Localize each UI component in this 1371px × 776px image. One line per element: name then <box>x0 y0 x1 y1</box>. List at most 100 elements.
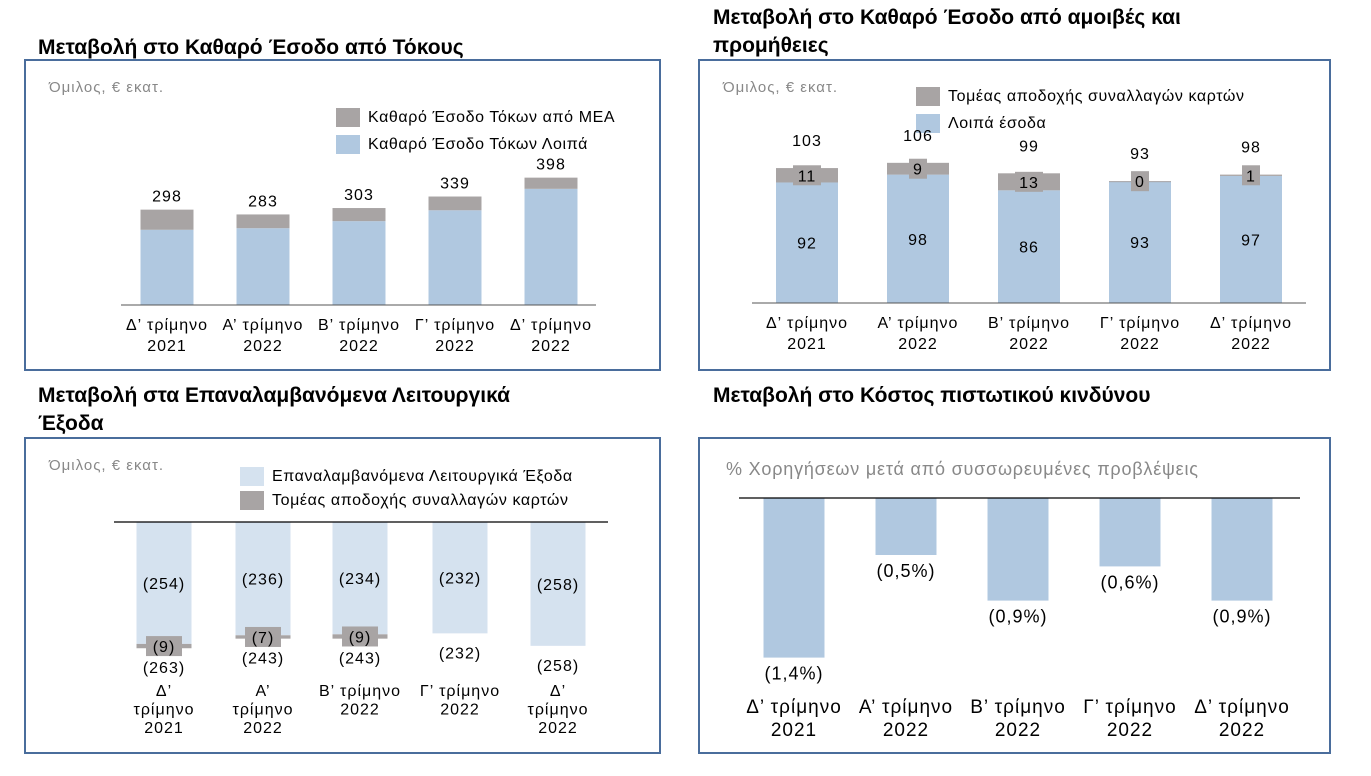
chart2-card-value-1: 11 <box>798 168 817 185</box>
chart4-x-tick-2-line-1: Α’ τρίμηνο <box>859 697 953 718</box>
chart1-x-tick-3-line-2: 2022 <box>339 338 379 355</box>
chart1-x-tick-3-line-1: Β’ τρίμηνο <box>318 317 400 334</box>
chart2-bar-other-5 <box>1220 175 1282 303</box>
chart3-panel: Όμιλος, € εκατ. Επαναλαμβανόμενα Λειτουργ… <box>24 437 661 754</box>
chart3-card-value-bg-1 <box>146 636 182 657</box>
chart4-bar-2 <box>875 498 937 555</box>
chart3-total-label-2: (243) <box>242 651 284 668</box>
chart1-bar-mea-2 <box>236 214 290 229</box>
chart3-bar-opex-3 <box>332 522 388 635</box>
chart2-bar-other-4 <box>1109 181 1171 303</box>
chart1-bar-mea-1 <box>140 209 194 230</box>
chart3-x-tick-1-line-3: 2021 <box>144 720 184 737</box>
chart3-x-tick-1-line-2: τρίμηνο <box>134 702 195 719</box>
chart3-opex-value-5: (258) <box>537 577 579 594</box>
chart1-x-tick-2-line-2: 2022 <box>243 338 283 355</box>
chart2-svg: Όμιλος, € εκατ. Τομέας αποδοχής συναλλαγώ… <box>722 79 1306 353</box>
chart2-x-tick-5-line-2: 2022 <box>1231 336 1271 353</box>
chart3-card-value-bg-2 <box>245 626 281 647</box>
chart2-legend-label-2: Λοιπά έσοδα <box>948 115 1046 132</box>
chart1-total-label-5: 398 <box>536 157 566 174</box>
chart1-bar-mea-5 <box>524 177 578 189</box>
chart3-bar-opex-4 <box>432 522 488 634</box>
chart1-bar-other-1 <box>140 229 194 305</box>
chart1-subtitle: Όμιλος, € εκατ. <box>48 79 164 96</box>
chart1-bar-mea-3 <box>332 208 386 222</box>
chart3-x-tick-3-line-2: 2022 <box>340 702 380 719</box>
chart2-card-value-2: 9 <box>913 162 923 179</box>
chart1-x-tick-2-line-1: Α’ τρίμηνο <box>223 317 304 334</box>
chart2-card-value-3: 13 <box>1019 175 1039 192</box>
chart4-x-tick-1-line-1: Δ’ τρίμηνο <box>746 697 842 718</box>
chart3-x-tick-2-line-3: 2022 <box>243 720 283 737</box>
chart2-bar-other-2 <box>887 174 949 303</box>
chart3-legend-swatch-1 <box>240 467 264 486</box>
chart3-x-tick-2-line-2: τρίμηνο <box>233 702 294 719</box>
chart4-x-tick-3-line-1: Β’ τρίμηνο <box>970 697 1066 718</box>
chart1-legend-label-2: Καθαρό Έσοδο Τόκων Λοιπά <box>368 136 588 153</box>
chart3-opex-value-3: (234) <box>339 571 381 588</box>
chart1-x-tick-1-line-1: Δ’ τρίμηνο <box>126 317 208 334</box>
chart2-bar-other-3 <box>998 190 1060 303</box>
chart3-x-tick-4-line-2: 2022 <box>440 702 480 719</box>
chart3-total-label-1: (263) <box>143 660 185 677</box>
chart1-bar-other-3 <box>332 221 386 305</box>
chart3-x-tick-4-line-1: Γ’ τρίμηνο <box>420 683 500 700</box>
chart1-total-label-1: 298 <box>152 189 182 206</box>
chart3-card-value-3: (9) <box>349 629 372 646</box>
chart4-value-label-1: (1,4%) <box>764 664 823 684</box>
chart2-x-tick-4-line-2: 2022 <box>1120 336 1160 353</box>
chart2-total-label-5: 98 <box>1241 140 1261 157</box>
chart1-bar-mea-4 <box>428 196 482 211</box>
chart3-card-value-2: (7) <box>252 630 275 647</box>
chart4-x-tick-1-line-2: 2021 <box>771 720 817 741</box>
chart4-bar-5 <box>1211 498 1273 601</box>
chart3-x-tick-5-line-3: 2022 <box>538 720 578 737</box>
chart2-total-label-2: 106 <box>903 128 933 145</box>
chart2-title-line2: προμήθειες <box>713 34 829 57</box>
chart2-legend-swatch-1 <box>916 87 940 106</box>
chart3-title: Μεταβολή στα Επαναλαμβανόμενα Λειτουργικ… <box>38 382 510 438</box>
chart4-x-tick-3-line-2: 2022 <box>995 720 1041 741</box>
chart1-legend-label-1: Καθαρό Έσοδο Τόκων από ΜΕΑ <box>368 109 615 126</box>
chart1-title: Μεταβολή στο Καθαρό Έσοδο από Τόκους <box>38 36 464 59</box>
chart3-svg: Όμιλος, € εκατ. Επαναλαμβανόμενα Λειτουργ… <box>48 457 608 737</box>
chart1-bar-other-2 <box>236 228 290 305</box>
chart1-bar-other-5 <box>524 188 578 305</box>
chart3-x-tick-5-line-1: Δ’ <box>550 683 566 700</box>
chart3-bar-opex-1 <box>136 522 192 644</box>
chart2-other-value-5: 97 <box>1241 232 1261 249</box>
chart2-other-value-1: 92 <box>797 236 817 253</box>
chart2-x-tick-1-line-2: 2021 <box>787 336 827 353</box>
chart1-total-label-2: 283 <box>248 193 278 210</box>
chart2-subtitle: Όμιλος, € εκατ. <box>722 79 838 96</box>
chart2-card-value-5: 1 <box>1246 168 1256 185</box>
chart2-other-value-3: 86 <box>1019 240 1039 257</box>
chart4-bar-1 <box>763 498 825 658</box>
chart1-x-tick-5-line-1: Δ’ τρίμηνο <box>510 317 592 334</box>
chart4-value-label-4: (0,6%) <box>1100 572 1159 592</box>
chart2-title-line1: Μεταβολή στο Καθαρό Έσοδο από αμοιβές κα… <box>713 6 1181 29</box>
chart3-total-label-4: (232) <box>439 645 481 662</box>
chart3-title-line2: Έξοδα <box>38 412 104 435</box>
chart1-x-tick-4-line-1: Γ’ τρίμηνο <box>415 317 495 334</box>
chart1-panel: Όμιλος, € εκατ. Καθαρό Έσοδο Τόκων από ΜΕ… <box>24 59 661 371</box>
chart2-total-label-1: 103 <box>792 133 822 150</box>
chart4-x-tick-4-line-2: 2022 <box>1107 720 1153 741</box>
chart4-x-tick-4-line-1: Γ’ τρίμηνο <box>1083 697 1176 718</box>
chart4-bar-3 <box>987 498 1049 601</box>
chart3-opex-value-2: (236) <box>242 572 284 589</box>
chart4-value-label-2: (0,5%) <box>876 561 935 581</box>
chart4-value-label-5: (0,9%) <box>1212 607 1271 627</box>
chart2-legend-swatch-2 <box>916 114 940 133</box>
chart3-x-tick-1-line-1: Δ’ <box>156 683 172 700</box>
chart1-bar-other-4 <box>428 210 482 305</box>
chart2-x-tick-2-line-2: 2022 <box>898 336 938 353</box>
chart2-total-label-4: 93 <box>1130 146 1150 163</box>
chart3-x-tick-5-line-2: τρίμηνο <box>528 702 589 719</box>
chart3-title-line1: Μεταβολή στα Επαναλαμβανόμενα Λειτουργικ… <box>38 384 510 407</box>
chart4-title: Μεταβολή στο Κόστος πιστωτικού κινδύνου <box>713 384 1151 407</box>
chart3-legend-swatch-2 <box>240 491 264 510</box>
chart4-value-label-3: (0,9%) <box>988 607 1047 627</box>
chart2-card-value-bg-1 <box>793 165 821 186</box>
